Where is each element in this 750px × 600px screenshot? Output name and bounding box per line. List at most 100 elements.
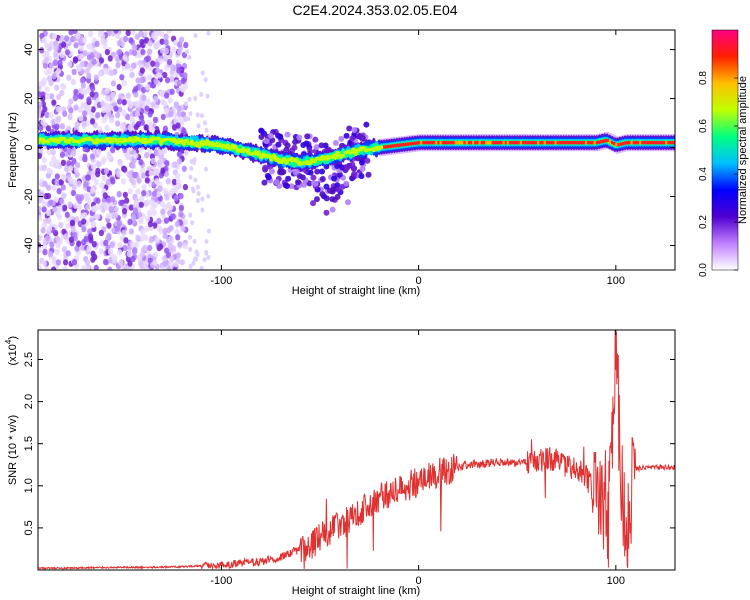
spectrogram-cell — [46, 148, 52, 156]
spectrogram-cell — [51, 155, 57, 162]
spectrogram-cell — [275, 132, 282, 139]
spectrogram-cell — [171, 178, 178, 186]
spectrogram-cell — [144, 105, 150, 112]
spectrogram-cell — [106, 30, 112, 36]
spectrogram-cell — [343, 180, 350, 187]
spectrogram-cell — [192, 256, 197, 262]
spectrogram-cell — [141, 94, 147, 101]
spectrogram-cell — [168, 235, 174, 242]
spectrogram-cell — [150, 60, 156, 67]
spectrogram-cell — [117, 159, 123, 167]
spectrogram-ridge-core — [478, 140, 481, 145]
spectrogram-cell — [84, 68, 90, 75]
spectrogram-cell — [182, 183, 189, 191]
spectrogram-cell — [177, 241, 183, 248]
spectrogram-cell — [196, 191, 201, 197]
spectrogram-cell — [102, 202, 108, 209]
spectrogram-cell — [62, 266, 68, 270]
spectrogram-cell — [167, 242, 173, 250]
spectrogram-cell — [91, 163, 97, 170]
spectrogram-cell — [192, 238, 197, 244]
spectrogram-cell — [153, 149, 159, 156]
spectrogram-ridge-core — [623, 141, 627, 145]
spectrogram-cell — [176, 80, 183, 87]
spectrogram-cell — [346, 125, 353, 132]
spectrogram-cell — [61, 192, 67, 199]
spectrogram-cell — [144, 199, 150, 206]
spectrogram-ridge-cell — [240, 147, 246, 154]
spectrogram-cell — [45, 125, 52, 132]
spectrogram-cell — [166, 209, 173, 216]
spectrogram-cell — [135, 100, 141, 108]
spectrogram-cell — [38, 214, 43, 222]
spectrogram-ridge-core — [665, 140, 668, 145]
spectrogram-cell — [78, 45, 85, 52]
spectrogram-cell — [90, 221, 96, 228]
spectrogram-cell — [115, 120, 121, 127]
spectrogram-cell — [107, 154, 113, 161]
spectrogram-cell — [61, 228, 67, 235]
spectrogram-cell — [138, 30, 144, 37]
spectrogram-ridge-core — [619, 142, 622, 146]
spectrogram-cell — [193, 33, 198, 39]
spectrogram-cell — [48, 250, 54, 258]
spectrogram-cell — [115, 62, 121, 69]
spectrogram-cell — [48, 199, 54, 206]
spectrogram-cell — [42, 248, 48, 256]
spectrogram-cell — [329, 206, 336, 213]
spectrogram-cell — [58, 106, 64, 113]
spectrogram-cell — [60, 83, 66, 90]
spectrogram-cell — [170, 213, 176, 220]
spectrogram-cell — [109, 69, 115, 77]
spectrogram-cell — [70, 189, 77, 197]
spectrogram-ridge-core — [454, 140, 458, 145]
spectrogram-cell — [206, 228, 211, 234]
spectrogram-ridge-core — [508, 140, 512, 145]
spectrogram-cell — [98, 57, 105, 64]
spectrogram-ridge-core — [495, 140, 499, 145]
spectrogram-cell — [77, 92, 83, 100]
spectrogram-cell — [162, 125, 168, 132]
spectrogram-cell — [52, 161, 59, 169]
spectrogram-cell — [155, 190, 161, 198]
spectrogram-cell — [38, 80, 44, 88]
spectrogram-cell — [56, 187, 62, 195]
spectrogram-cell — [205, 93, 210, 99]
spectrogram-cell — [61, 246, 68, 253]
spectrogram-cell — [44, 266, 50, 270]
colorbar-tick-label: 0.8 — [698, 71, 709, 85]
spectrogram-ridge-core — [513, 140, 516, 145]
spectrogram-cell — [94, 40, 100, 48]
spectrogram-ridge-core — [463, 140, 466, 145]
spectrogram-ridge-core — [448, 140, 451, 145]
spectrogram-cell — [128, 37, 134, 44]
spectrogram-cell — [313, 196, 320, 203]
spectrogram-ridge-cell — [61, 136, 67, 141]
spectrogram-cell — [65, 250, 71, 257]
spectrogram-cell — [117, 249, 123, 256]
spectrogram-cell — [258, 133, 265, 140]
spectrogram-cell — [145, 98, 151, 106]
spectrogram-cell — [173, 101, 179, 108]
spectrogram-cell — [143, 124, 149, 131]
spectrogram-cell — [74, 245, 80, 252]
spectrogram-ridge-core — [452, 140, 455, 145]
spectrogram-cell — [78, 115, 84, 122]
spectrogram-cell — [176, 67, 182, 74]
spectrogram-cell — [58, 221, 64, 229]
spectrogram-cell — [135, 188, 141, 195]
spectrogram-cell — [336, 171, 343, 178]
spectrogram-cell — [188, 212, 193, 218]
spectrogram-cell — [134, 241, 140, 248]
spectrogram-cell — [46, 217, 52, 224]
spectrogram-cell — [126, 171, 133, 178]
spectrogram-cell — [131, 49, 138, 57]
spectrogram-cell — [204, 127, 209, 133]
spectrogram-ridge-core — [608, 139, 612, 144]
spectrogram-cell — [156, 217, 162, 225]
spectrogram-cell — [273, 179, 280, 186]
spectrogram-cell — [44, 57, 50, 64]
spectrogram-cell — [151, 190, 158, 197]
spectrogram-cell — [100, 100, 106, 107]
spectrogram-cell — [146, 209, 153, 217]
